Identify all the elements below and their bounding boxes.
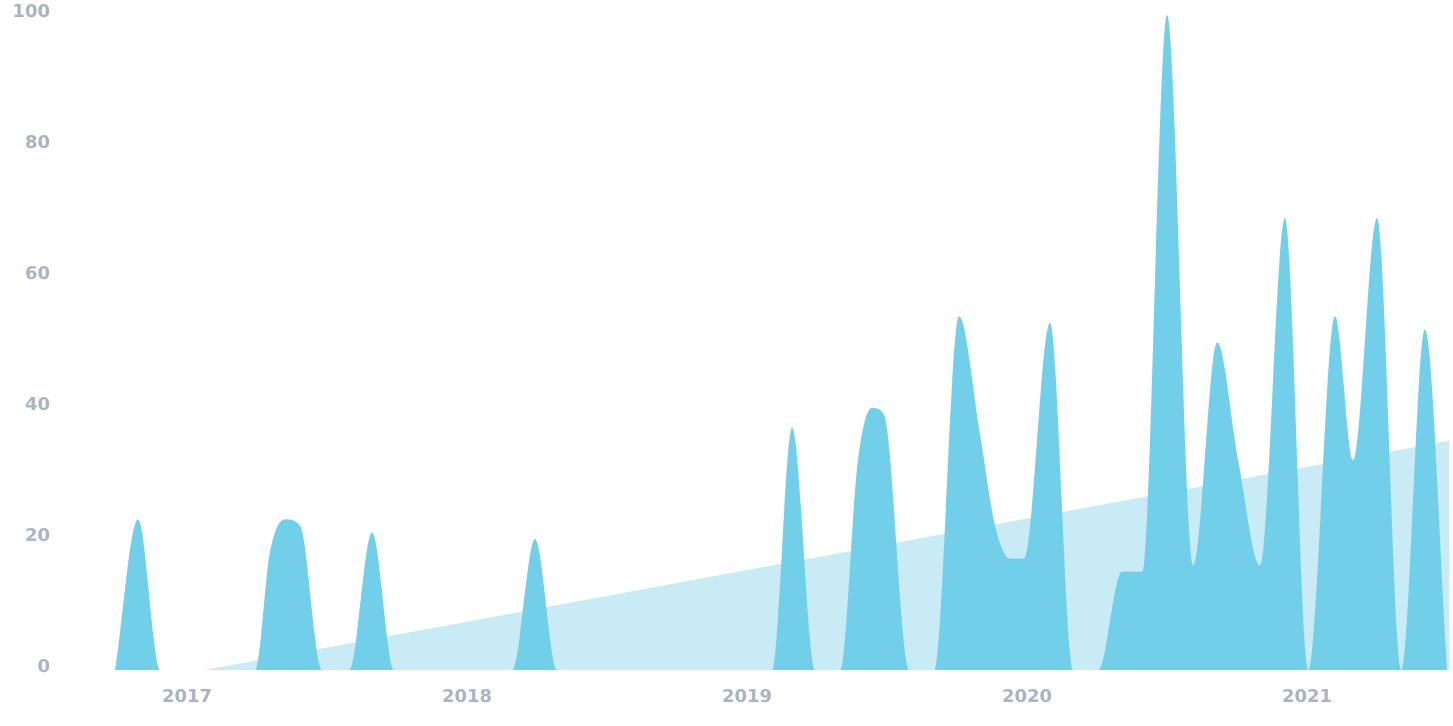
x-tick-label: 2020 [1002,686,1052,707]
area [115,15,1448,670]
x-tick-label: 2021 [1282,686,1332,707]
y-tick-label: 100 [12,1,50,22]
x-tick-label: 2019 [722,686,772,707]
y-tick-label: 20 [25,525,50,546]
y-tick-label: 80 [25,132,50,153]
y-tick-label: 40 [25,394,50,415]
x-tick-label: 2018 [442,686,492,707]
x-tick-label: 2017 [162,686,212,707]
y-tick-label: 60 [25,263,50,284]
y-tick-label: 0 [37,656,50,677]
